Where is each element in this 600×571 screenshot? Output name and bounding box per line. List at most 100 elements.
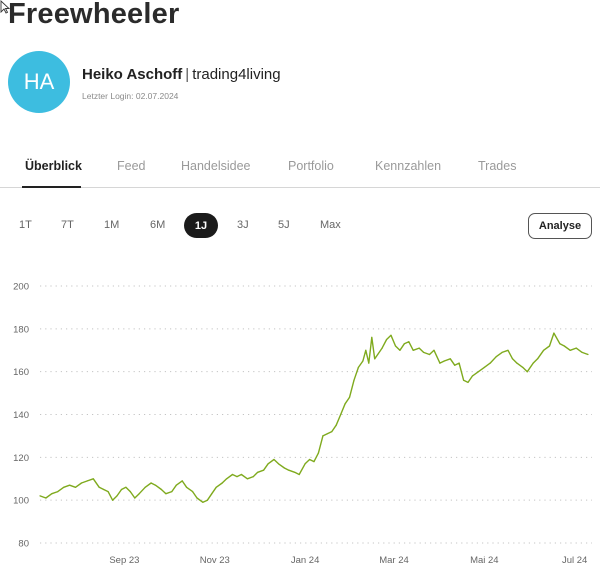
tab-trades[interactable]: Trades (478, 159, 517, 173)
data-point (412, 349, 414, 351)
x-tick-label: Nov 23 (200, 555, 230, 566)
data-point (125, 486, 127, 488)
data-point (335, 424, 337, 426)
data-point (221, 482, 223, 484)
data-point (39, 495, 41, 497)
data-point (57, 491, 59, 493)
data-point (309, 458, 311, 461)
data-point (408, 341, 410, 343)
data-point (160, 488, 162, 491)
data-point (483, 366, 485, 368)
x-tick-label: Jan 24 (291, 555, 320, 566)
tab-portfolio[interactable]: Portfolio (288, 159, 334, 173)
data-point (240, 473, 242, 476)
range-button-max[interactable]: Max (320, 219, 341, 231)
data-point (202, 501, 204, 503)
last-login-text: Letzter Login: 02.07.2024 (82, 91, 179, 101)
data-point (559, 343, 561, 345)
data-point (371, 336, 373, 338)
data-point (458, 362, 460, 364)
data-point (454, 364, 456, 366)
tab-feed[interactable]: Feed (117, 159, 146, 173)
avatar-initials: HA (23, 69, 55, 94)
data-point (489, 362, 491, 364)
range-button-3j[interactable]: 3J (237, 219, 249, 231)
analyse-button[interactable]: Analyse (528, 213, 592, 239)
data-point (283, 467, 285, 469)
data-point (433, 349, 435, 351)
range-button-1t[interactable]: 1T (19, 219, 32, 231)
tab-bar: Überblick Feed Handelsidee Portfolio Ken… (0, 150, 600, 188)
x-tick-label: Mai 24 (470, 555, 499, 566)
data-point (368, 362, 370, 364)
data-point (74, 486, 77, 488)
data-point (507, 349, 509, 351)
data-point (294, 471, 296, 473)
data-point (273, 458, 275, 461)
data-point (569, 349, 571, 351)
data-point (181, 480, 183, 482)
data-point (277, 463, 280, 465)
range-button-6m[interactable]: 6M (150, 219, 166, 231)
data-point (116, 495, 118, 497)
data-point (340, 413, 342, 416)
y-tick-label: 180 (13, 324, 29, 335)
data-point (537, 358, 539, 360)
data-point (495, 356, 497, 358)
tab-ueberblick[interactable]: Überblick (25, 159, 82, 173)
y-tick-label: 200 (13, 282, 29, 293)
data-point (80, 482, 83, 484)
avatar[interactable]: HA (8, 51, 70, 113)
data-point (575, 347, 577, 349)
chart-series (39, 332, 589, 503)
data-point (522, 366, 524, 368)
data-point (154, 484, 157, 486)
data-point (129, 491, 131, 493)
user-name[interactable]: Heiko Aschoff (82, 66, 183, 83)
data-point (236, 476, 238, 478)
data-point (365, 349, 367, 351)
data-point (467, 381, 469, 383)
range-button-1j[interactable]: 1J (184, 213, 218, 238)
data-point (471, 375, 474, 377)
data-point (418, 347, 420, 349)
data-point (386, 338, 388, 341)
range-button-7t[interactable]: 7T (61, 219, 74, 231)
data-point (192, 491, 194, 493)
data-point (313, 461, 315, 463)
data-point (98, 486, 100, 488)
data-point (304, 463, 306, 465)
data-point (107, 491, 109, 493)
data-point (45, 497, 47, 499)
data-point (394, 345, 397, 347)
data-point (322, 435, 324, 437)
data-point (403, 343, 405, 345)
y-axis-ticks: 200 180 160 140 120 100 80 (13, 282, 29, 550)
data-point (377, 353, 379, 356)
data-point (543, 349, 545, 351)
data-point (63, 486, 65, 488)
data-point (92, 478, 94, 480)
user-line: Heiko Aschoff | trading4living (82, 66, 281, 83)
y-tick-label: 160 (13, 367, 29, 378)
y-tick-label: 80 (18, 539, 29, 550)
range-button-1m[interactable]: 1M (104, 219, 120, 231)
data-point (381, 347, 383, 349)
tab-handelsidee[interactable]: Handelsidee (181, 159, 251, 173)
data-point (548, 345, 551, 347)
data-point (112, 499, 114, 501)
range-button-5j[interactable]: 5J (278, 219, 290, 231)
data-point (226, 478, 228, 480)
data-point (428, 353, 431, 356)
data-point (511, 358, 514, 360)
data-point (390, 334, 392, 336)
data-point (344, 403, 346, 405)
data-point (231, 473, 234, 476)
data-point (439, 362, 441, 364)
data-point (215, 486, 217, 488)
data-point (171, 491, 173, 493)
data-point (298, 473, 300, 476)
x-axis-ticks: Sep 23 Nov 23 Jan 24 Mar 24 Mai 24 Jul 24 (109, 555, 587, 566)
tab-kennzahlen[interactable]: Kennzahlen (375, 159, 442, 173)
